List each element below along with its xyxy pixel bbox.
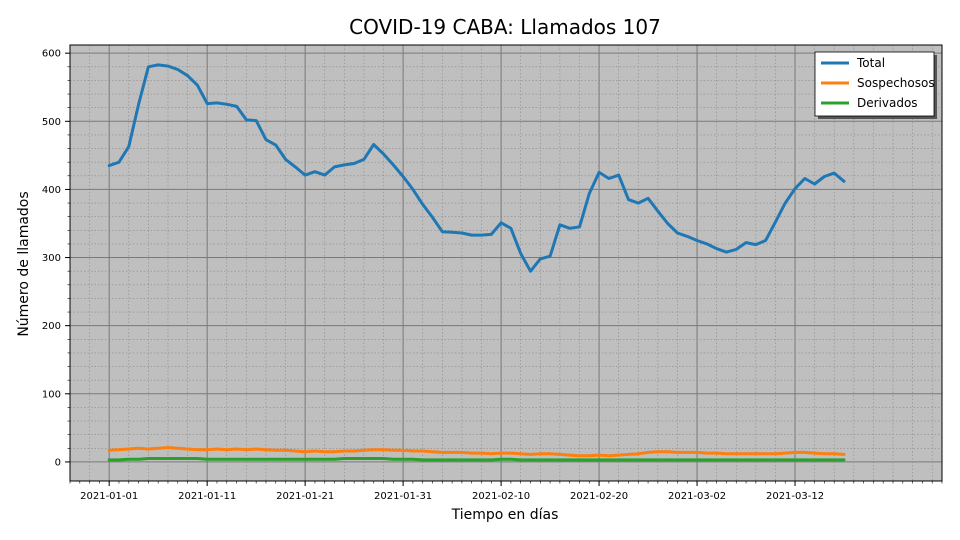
series-line-derivados <box>107 457 846 462</box>
y-tick-label: 300 <box>42 253 61 264</box>
y-tick-label: 200 <box>42 321 61 332</box>
plot-background <box>70 45 942 481</box>
y-axis-label: Número de llamados <box>16 191 32 336</box>
x-tick-label: 2021-01-01 <box>80 491 138 502</box>
y-tick-label: 500 <box>42 117 61 128</box>
legend-label-derivados: Derivados <box>857 96 918 110</box>
x-tick-label: 2021-02-20 <box>570 491 628 502</box>
legend-label-total: Total <box>856 56 885 70</box>
x-tick-label: 2021-01-31 <box>374 491 432 502</box>
x-tick-label: 2021-03-02 <box>668 491 726 502</box>
x-tick-label: 2021-01-11 <box>178 491 236 502</box>
y-tick-label: 0 <box>55 457 61 468</box>
x-tick-label: 2021-01-21 <box>276 491 334 502</box>
legend-label-sospechosos: Sospechosos <box>857 76 935 90</box>
legend: Total Sospechosos Derivados <box>814 51 937 119</box>
y-tick-label: 400 <box>42 185 61 196</box>
series-line-sospechosos <box>107 446 846 458</box>
x-tick-label: 2021-02-10 <box>472 491 530 502</box>
plot-area: 2021-01-01 2021-01-11 2021-01-21 2021-01-31… <box>42 44 943 502</box>
chart-title: COVID-19 CABA: Llamados 107 <box>349 15 661 39</box>
y-tick-label: 100 <box>42 389 61 400</box>
plot-frame <box>69 44 943 482</box>
y-tick-label: 600 <box>42 49 61 60</box>
x-tick-label: 2021-03-12 <box>766 491 824 502</box>
x-axis-label: Tiempo en días <box>451 507 559 523</box>
series-line-total <box>107 63 846 273</box>
